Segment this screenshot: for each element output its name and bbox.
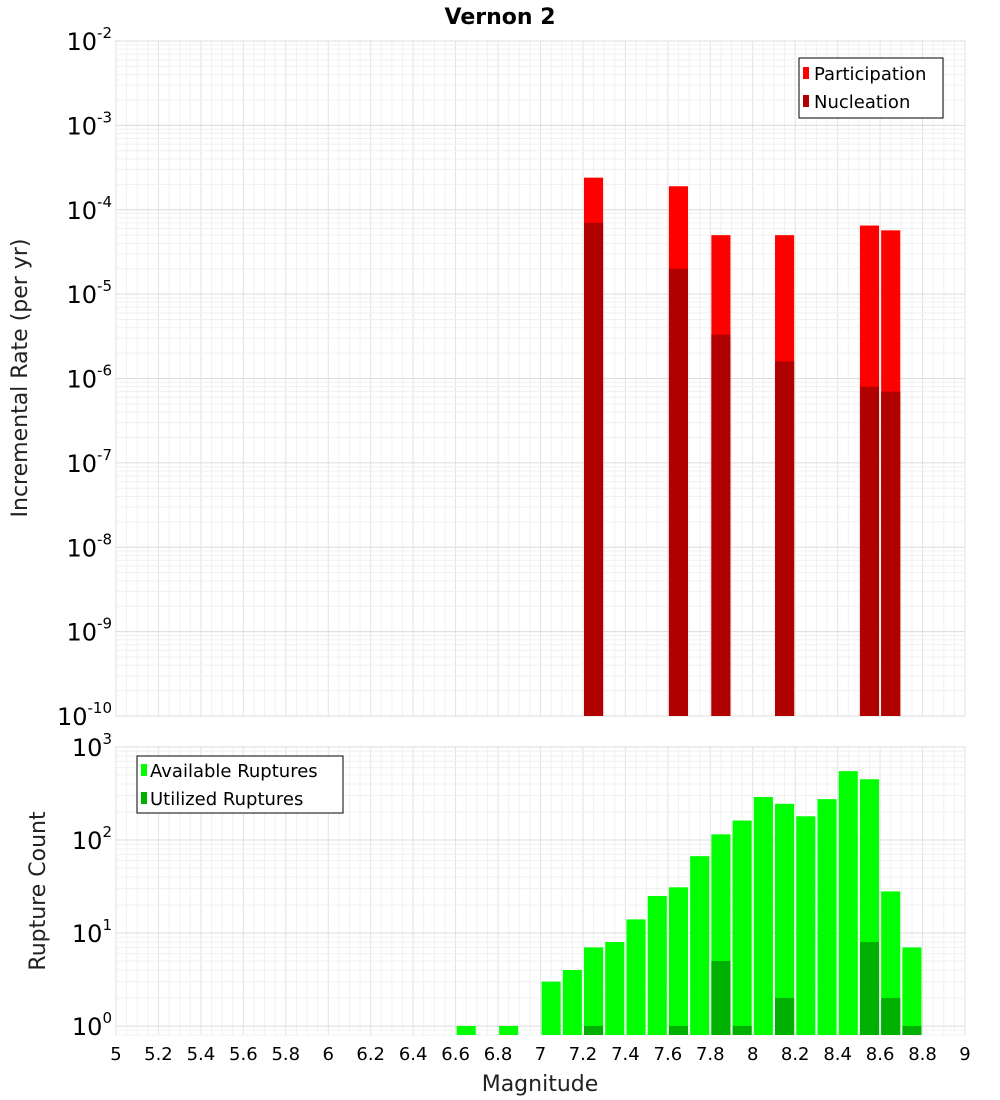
utilized-bar <box>775 997 795 1035</box>
x-tick-label: 6.2 <box>356 1044 385 1065</box>
rate-y-tick-label: 10-5 <box>66 277 112 309</box>
available-bar <box>541 981 561 1035</box>
utilized-bar <box>859 942 880 1035</box>
x-tick-label: 8.8 <box>908 1044 937 1065</box>
available-bar <box>647 895 667 1035</box>
rate-legend: Participation Nucleation <box>798 57 944 119</box>
count-panel: 100 101 102 103 Rupture Count Available Rup… <box>26 730 966 1041</box>
utilized-bar <box>668 1025 689 1035</box>
rate-y-tick-label: 10-7 <box>66 446 112 478</box>
x-tick-label: 6.4 <box>399 1044 428 1065</box>
count-legend-box <box>136 755 344 814</box>
nucleation-bar <box>711 334 731 716</box>
rate-panel: 10-10 10-9 10-8 10-7 10-6 10-5 10-4 10-3 10-2 In… <box>8 24 966 731</box>
count-y-tick-label: 100 <box>72 1009 112 1041</box>
x-tick-label: 6.8 <box>484 1044 513 1065</box>
utilized-bar <box>881 997 901 1035</box>
available-bar <box>456 1025 476 1035</box>
x-tick-label: 8.4 <box>823 1044 852 1065</box>
nucleation-bar <box>859 386 880 716</box>
utilized-bar <box>902 1025 922 1035</box>
x-tick-label: 9 <box>959 1044 970 1065</box>
x-tick-label: 8.2 <box>781 1044 810 1065</box>
participation-legend-label: Participation <box>814 64 926 85</box>
rate-legend-box <box>798 57 944 119</box>
available-bar <box>499 1025 519 1035</box>
available-legend-swatch <box>141 764 147 776</box>
x-axis-label: Magnitude <box>482 1072 599 1097</box>
utilized-bar <box>732 1025 752 1035</box>
count-y-ticks: 100 101 102 103 <box>72 730 112 1041</box>
x-tick-label: 7 <box>535 1044 546 1065</box>
rate-y-tick-label: 10-2 <box>66 24 112 56</box>
x-tick-label: 5.8 <box>271 1044 300 1065</box>
count-y-tick-label: 103 <box>72 730 112 762</box>
x-tick-label: 8.6 <box>866 1044 895 1065</box>
available-bar <box>584 947 604 1035</box>
rate-y-tick-label: 10-4 <box>66 193 112 225</box>
nucleation-legend-label: Nucleation <box>814 92 910 113</box>
rate-y-axis-label: Incremental Rate (per yr) <box>8 239 33 518</box>
chart-title: Vernon 2 <box>445 5 556 30</box>
available-bar <box>817 799 837 1035</box>
available-legend-label: Available Ruptures <box>150 761 318 782</box>
nucleation-bar <box>584 222 604 716</box>
count-legend: Available Ruptures Utilized Ruptures <box>136 755 344 814</box>
rate-y-ticks: 10-10 10-9 10-8 10-7 10-6 10-5 10-4 10-3 10-2 <box>57 24 112 731</box>
nucleation-bar <box>668 268 689 716</box>
x-tick-label: 6.6 <box>441 1044 470 1065</box>
rate-y-tick-label: 10-6 <box>66 362 112 394</box>
participation-legend-swatch <box>803 67 809 79</box>
available-bar <box>690 856 710 1035</box>
utilized-legend-swatch <box>141 792 147 804</box>
x-tick-label: 5.4 <box>187 1044 216 1065</box>
available-bar <box>753 796 773 1035</box>
count-bars <box>456 771 922 1035</box>
available-bar <box>605 942 625 1035</box>
available-bar <box>562 969 582 1035</box>
available-bar <box>732 820 752 1035</box>
x-tick-label: 5.2 <box>144 1044 173 1065</box>
available-bar <box>626 919 646 1035</box>
available-bar <box>668 887 689 1035</box>
rate-y-tick-label: 10-8 <box>66 530 112 562</box>
x-tick-label: 6 <box>323 1044 334 1065</box>
x-tick-label: 5.6 <box>229 1044 258 1065</box>
x-axis-ticks: 5 5.2 5.4 5.6 5.8 6 6.2 6.4 6.6 6.8 7 7.2 7.4 7.6 7.8 8… <box>110 1044 970 1065</box>
available-bar <box>796 816 816 1035</box>
utilized-bar <box>584 1025 604 1035</box>
utilized-bar <box>711 960 731 1035</box>
x-tick-label: 5 <box>110 1044 121 1065</box>
count-y-axis-label: Rupture Count <box>26 811 51 971</box>
x-tick-label: 7.4 <box>611 1044 640 1065</box>
nucleation-bar <box>775 361 795 716</box>
rate-bars <box>584 177 901 716</box>
x-tick-label: 8 <box>747 1044 758 1065</box>
rate-y-tick-label: 10-9 <box>66 615 112 647</box>
x-tick-label: 7.6 <box>654 1044 683 1065</box>
x-tick-label: 7.8 <box>696 1044 725 1065</box>
rate-y-tick-label: 10-3 <box>66 108 112 140</box>
nucleation-legend-swatch <box>803 95 809 107</box>
count-y-tick-label: 101 <box>72 916 112 948</box>
utilized-legend-label: Utilized Ruptures <box>150 789 303 810</box>
available-bar <box>838 771 858 1035</box>
available-bar <box>775 803 795 1035</box>
x-tick-label: 7.2 <box>569 1044 598 1065</box>
nucleation-bar <box>881 391 901 716</box>
rate-y-tick-label: 10-10 <box>57 699 112 731</box>
rate-gridlines <box>115 40 966 717</box>
available-bar <box>902 947 922 1035</box>
count-y-tick-label: 102 <box>72 823 112 855</box>
